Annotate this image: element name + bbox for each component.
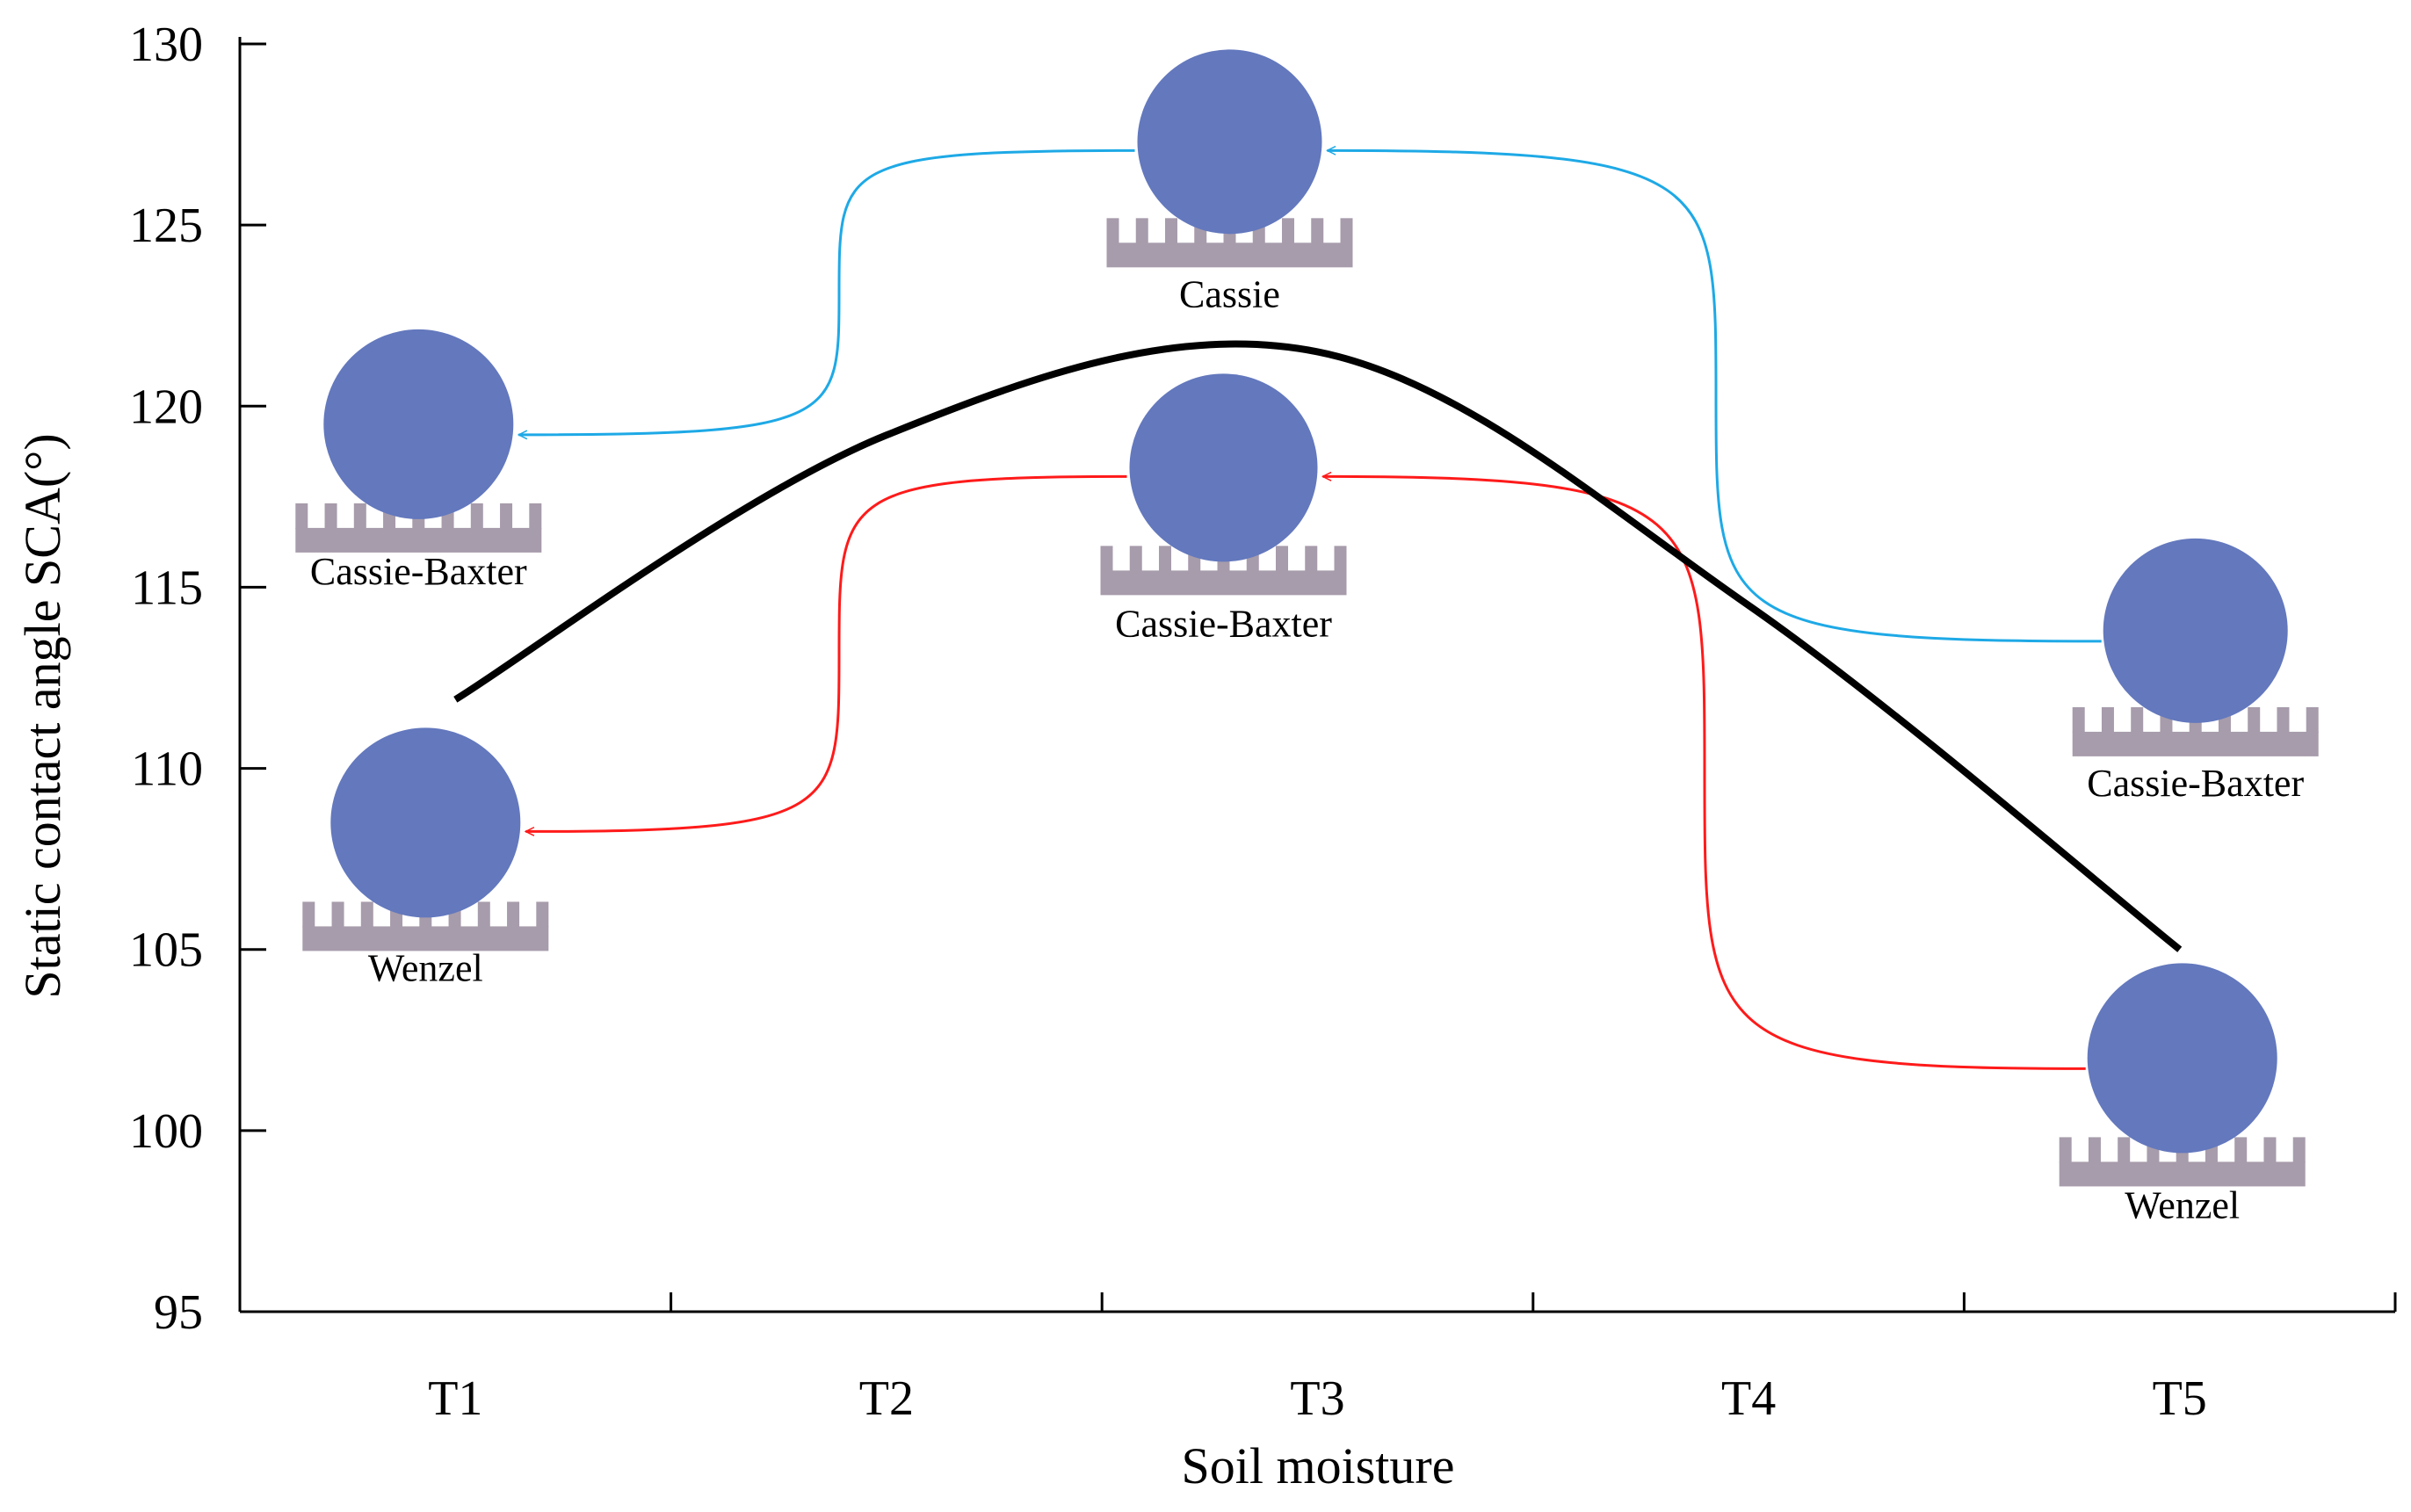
state-label: Wenzel (2125, 1183, 2240, 1226)
surface-pillar (1276, 546, 1288, 572)
surface-base (1100, 570, 1347, 596)
surface-pillar (2101, 706, 2114, 733)
surface-base (302, 926, 549, 951)
wetting-state-t3-upper: Cassie (1106, 49, 1353, 315)
surface-pillar (1340, 218, 1353, 244)
wetting-state-t5-lower: Wenzel (2059, 963, 2306, 1226)
surface-pillar (470, 503, 483, 529)
surface-pillar (477, 901, 490, 928)
arrow-t3-to-t1-blue (518, 148, 1135, 435)
surface-pillar (1129, 546, 1142, 572)
data-series (453, 340, 2183, 952)
state-label: Cassie-Baxter (2087, 762, 2304, 805)
surface-pillar (1135, 218, 1148, 244)
wetting-state-t5-upper: Cassie-Baxter (2072, 538, 2319, 805)
axes: 95 100 105 110 115 120 125 130 T1 T2 T3 T4 T5 (129, 18, 2397, 1426)
x-tick-label: T2 (859, 1371, 914, 1426)
y-tick-label: 125 (129, 199, 203, 253)
surface-pillar (2277, 706, 2290, 733)
surface-pillar (2306, 706, 2319, 733)
wetting-state-t1-upper: Cassie-Baxter (295, 329, 542, 593)
surface-pillar (1106, 218, 1119, 244)
state-label: Cassie-Baxter (310, 550, 527, 593)
y-tick-label: 130 (129, 18, 203, 72)
surface-pillar (507, 901, 520, 928)
surface-pillar (324, 503, 337, 529)
surface-pillar (2118, 1137, 2131, 1163)
surface-pillar (2263, 1137, 2277, 1163)
rough-surface (2059, 1137, 2306, 1187)
state-label: Cassie (1179, 272, 1280, 315)
surface-pillar (536, 901, 549, 928)
x-tick-label: T1 (428, 1371, 482, 1426)
droplet (323, 329, 514, 519)
surface-pillar (2292, 1137, 2306, 1163)
surface-pillar (1305, 546, 1318, 572)
droplet (1137, 49, 1322, 235)
surface-pillar (1165, 218, 1177, 244)
surface-pillar (2248, 706, 2261, 733)
x-tick-label: T5 (2153, 1371, 2207, 1426)
surface-pillar (1100, 546, 1113, 572)
droplet (2087, 963, 2277, 1154)
surface-pillar (529, 503, 542, 529)
arrow-t5-to-t3-red (1323, 476, 2086, 1070)
state-label: Cassie-Baxter (1115, 602, 1332, 645)
y-axis-title: Static contact angle SCA(°) (14, 433, 71, 998)
y-tick-label: 115 (131, 561, 203, 615)
sca-series-line (453, 340, 2183, 952)
surface-base (2059, 1161, 2306, 1187)
droplet (2103, 538, 2288, 723)
surface-pillar (353, 503, 366, 529)
droplet (330, 727, 521, 918)
surface-pillar (2131, 706, 2144, 733)
surface-pillar (1334, 546, 1347, 572)
surface-pillar (500, 503, 513, 529)
surface-pillar (2059, 1137, 2072, 1163)
y-tick-label: 120 (129, 380, 203, 434)
surface-base (1106, 242, 1353, 268)
transition-arrows (518, 148, 2102, 1070)
wetting-state-t1-lower: Wenzel (302, 727, 549, 989)
wetting-states: Cassie-Baxter Wenzel Cassie Cassie-Baxter Ca… (295, 49, 2319, 1226)
surface-pillar (1282, 218, 1294, 244)
x-tick-label: T3 (1290, 1371, 1344, 1426)
y-tick-label: 110 (131, 742, 203, 797)
surface-pillar (302, 901, 315, 928)
state-label: Wenzel (368, 946, 483, 989)
droplet (1129, 373, 1318, 562)
surface-pillar (2234, 1137, 2248, 1163)
surface-pillar (2088, 1137, 2101, 1163)
x-axis-title: Soil moisture (1182, 1437, 1455, 1494)
y-tick-label: 95 (154, 1285, 203, 1340)
y-tick-label: 105 (129, 923, 203, 978)
surface-pillar (360, 901, 373, 928)
surface-pillar (1311, 218, 1324, 244)
rough-surface (1100, 546, 1347, 596)
surface-pillar (295, 503, 308, 529)
surface-pillar (331, 901, 344, 928)
wetting-state-t3-lower: Cassie-Baxter (1100, 373, 1347, 645)
arrow-t3-to-t1-red (525, 474, 1127, 831)
surface-pillar (1159, 546, 1171, 572)
y-tick-label: 100 (129, 1104, 203, 1159)
x-tick-label: T4 (1721, 1371, 1776, 1426)
rough-surface (1106, 218, 1353, 268)
arrow-t5-to-t3-blue (1328, 150, 2102, 643)
surface-pillar (2072, 706, 2085, 733)
surface-base (295, 527, 542, 553)
rough-surface (302, 901, 549, 951)
surface-base (2072, 731, 2319, 756)
